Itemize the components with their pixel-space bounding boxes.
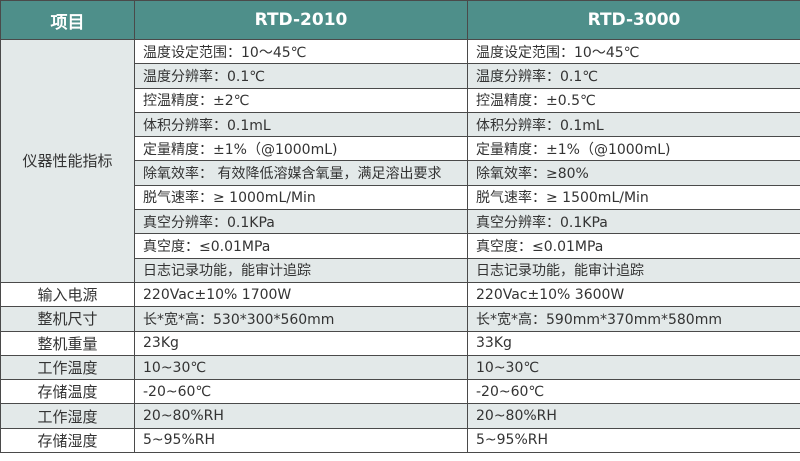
header-item: 项目: [0, 0, 135, 40]
row-label: 输入电源: [0, 281, 135, 308]
spec-value-a: 除氧效率： 有效降低溶媒含氧量，满足溶出要求: [134, 160, 468, 186]
spec-value-a: 23Kg: [134, 330, 468, 356]
table-row: 真空分辨率：0.1KPa 真空分辨率：0.1KPa: [1, 209, 800, 235]
spec-value-b: 33Kg: [467, 330, 800, 356]
spec-value-b: 日志记录功能，能审计追踪: [467, 257, 800, 283]
table-row: 温度分辨率：0.1℃ 温度分辨率：0.1℃: [1, 63, 800, 89]
spec-value-a: -20~60℃: [134, 379, 468, 405]
row-label: 工作温度: [0, 354, 135, 381]
spec-value-b: 长*宽*高：590mm*370mm*580mm: [467, 306, 800, 332]
table-row: 脱气速率：≥ 1000mL/Min 脱气速率：≥ 1500mL/Min: [1, 184, 800, 211]
spec-value-b: 定量精度：±1%（@1000mL): [467, 136, 800, 162]
table-row: 除氧效率： 有效降低溶媒含氧量，满足溶出要求 除氧效率：≥80%: [1, 160, 800, 186]
spec-value-b: 温度设定范围：10～45℃: [467, 38, 800, 65]
spec-value-b: 控温精度：±0.5℃: [467, 87, 800, 113]
header-model-a: RTD-2010: [134, 0, 468, 40]
spec-value-a: 温度设定范围：10～45℃: [134, 38, 468, 65]
table-row: 存储湿度 5~95%RH 5~95%RH: [0, 427, 800, 454]
table-row: 工作湿度 20~80%RH 20~80%RH: [0, 403, 800, 429]
table-row: 定量精度：±1%（@1000mL) 定量精度：±1%（@1000mL): [1, 136, 800, 162]
spec-value-b: 5~95%RH: [467, 427, 800, 454]
table-row: 存储温度 -20~60℃ -20~60℃: [0, 379, 800, 405]
table-row: 整机重量 23Kg 33Kg: [0, 330, 800, 356]
header-row: 项目 RTD-2010 RTD-3000: [0, 0, 800, 40]
spec-value-a: 20~80%RH: [134, 403, 468, 429]
spec-value-b: 体积分辨率：0.1mL: [467, 111, 800, 138]
spec-value-b: 除氧效率：≥80%: [467, 160, 800, 186]
spec-value-b: 10~30℃: [467, 354, 800, 381]
table-row: 日志记录功能，能审计追踪 日志记录功能，能审计追踪: [1, 257, 800, 283]
row-label: 整机重量: [0, 330, 135, 356]
spec-value-a: 5~95%RH: [134, 427, 468, 454]
spec-value-a: 220Vac±10% 1700W: [134, 281, 468, 308]
table-row: 控温精度：±2℃ 控温精度：±0.5℃: [1, 87, 800, 113]
spec-value-a: 定量精度：±1%（@1000mL): [134, 136, 468, 162]
spec-value-a: 真空度：≤0.01MPa: [134, 233, 468, 259]
table-row: 工作温度 10~30℃ 10~30℃: [0, 354, 800, 381]
row-label: 存储温度: [0, 379, 135, 405]
row-label: 整机尺寸: [0, 306, 135, 332]
table-row: 仪器性能指标 温度设定范围：10～45℃ 温度设定范围：10～45℃: [0, 38, 800, 283]
spec-value-b: -20~60℃: [467, 379, 800, 405]
table-row: 真空度：≤0.01MPa 真空度：≤0.01MPa: [1, 233, 800, 259]
spec-value-a: 长*宽*高：530*300*560mm: [134, 306, 468, 332]
table-row: 体积分辨率：0.1mL 体积分辨率：0.1mL: [1, 111, 800, 138]
spec-value-a: 体积分辨率：0.1mL: [134, 111, 468, 138]
spec-value-b: 真空分辨率：0.1KPa: [467, 209, 800, 235]
table-row: 整机尺寸 长*宽*高：530*300*560mm 长*宽*高：590mm*370mm…: [0, 306, 800, 332]
spec-value-a: 日志记录功能，能审计追踪: [134, 257, 468, 283]
spec-value-b: 20~80%RH: [467, 403, 800, 429]
spec-value-b: 220Vac±10% 3600W: [467, 281, 800, 308]
table-row: 输入电源 220Vac±10% 1700W 220Vac±10% 3600W: [0, 281, 800, 308]
spec-value-b: 温度分辨率：0.1℃: [467, 63, 800, 89]
spec-value-b: 脱气速率：≥ 1500mL/Min: [467, 184, 800, 211]
row-label: 存储湿度: [0, 427, 135, 454]
group-label: 仪器性能指标: [0, 39, 135, 283]
spec-value-a: 控温精度：±2℃: [134, 87, 468, 113]
row-label: 工作湿度: [0, 403, 135, 429]
header-model-b: RTD-3000: [467, 0, 800, 40]
spec-value-a: 温度分辨率：0.1℃: [134, 63, 468, 89]
spec-value-a: 10~30℃: [134, 354, 468, 381]
spec-value-a: 真空分辨率：0.1KPa: [134, 209, 468, 235]
spec-value-b: 真空度：≤0.01MPa: [467, 233, 800, 259]
spec-value-a: 脱气速率：≥ 1000mL/Min: [134, 184, 468, 211]
